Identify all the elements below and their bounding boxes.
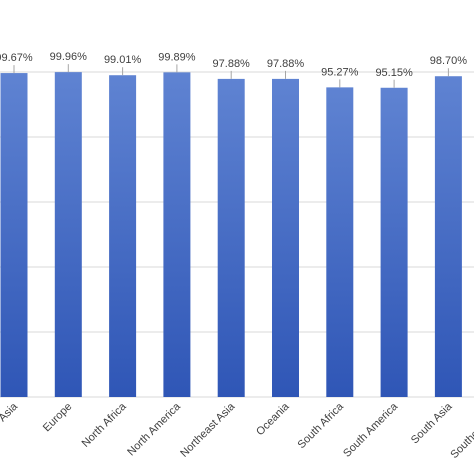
x-tick-label: North Africa [80,400,130,450]
bar [54,72,82,397]
value-label: 95.27% [321,66,359,78]
bar [434,76,462,397]
value-label: 99.96% [50,51,88,63]
value-label: 98.70% [430,55,468,67]
bar [380,87,408,397]
bars [0,72,462,398]
bar [163,72,191,398]
x-tick-label: Oceania [254,400,292,438]
value-label: 95.15% [375,67,413,79]
bar [272,78,299,397]
x-tick-label: North America [125,400,183,458]
bar [109,75,137,397]
value-label: 97.88% [267,58,305,70]
bar [326,87,354,397]
x-tick-label: South America [341,400,401,460]
x-tick-label: South Africa [295,400,346,451]
x-tick-label: Northeast Asia [178,400,238,460]
value-label: 99.67% [0,52,33,64]
x-tick-label: South Asia [409,400,455,446]
x-tick-label: Asia [0,400,21,424]
value-label: 99.89% [158,51,196,63]
x-tick-label: Europe [41,401,75,435]
bar [0,73,28,397]
value-label: 99.01% [104,54,142,66]
bar [217,78,245,397]
value-label: 97.88% [213,58,251,70]
